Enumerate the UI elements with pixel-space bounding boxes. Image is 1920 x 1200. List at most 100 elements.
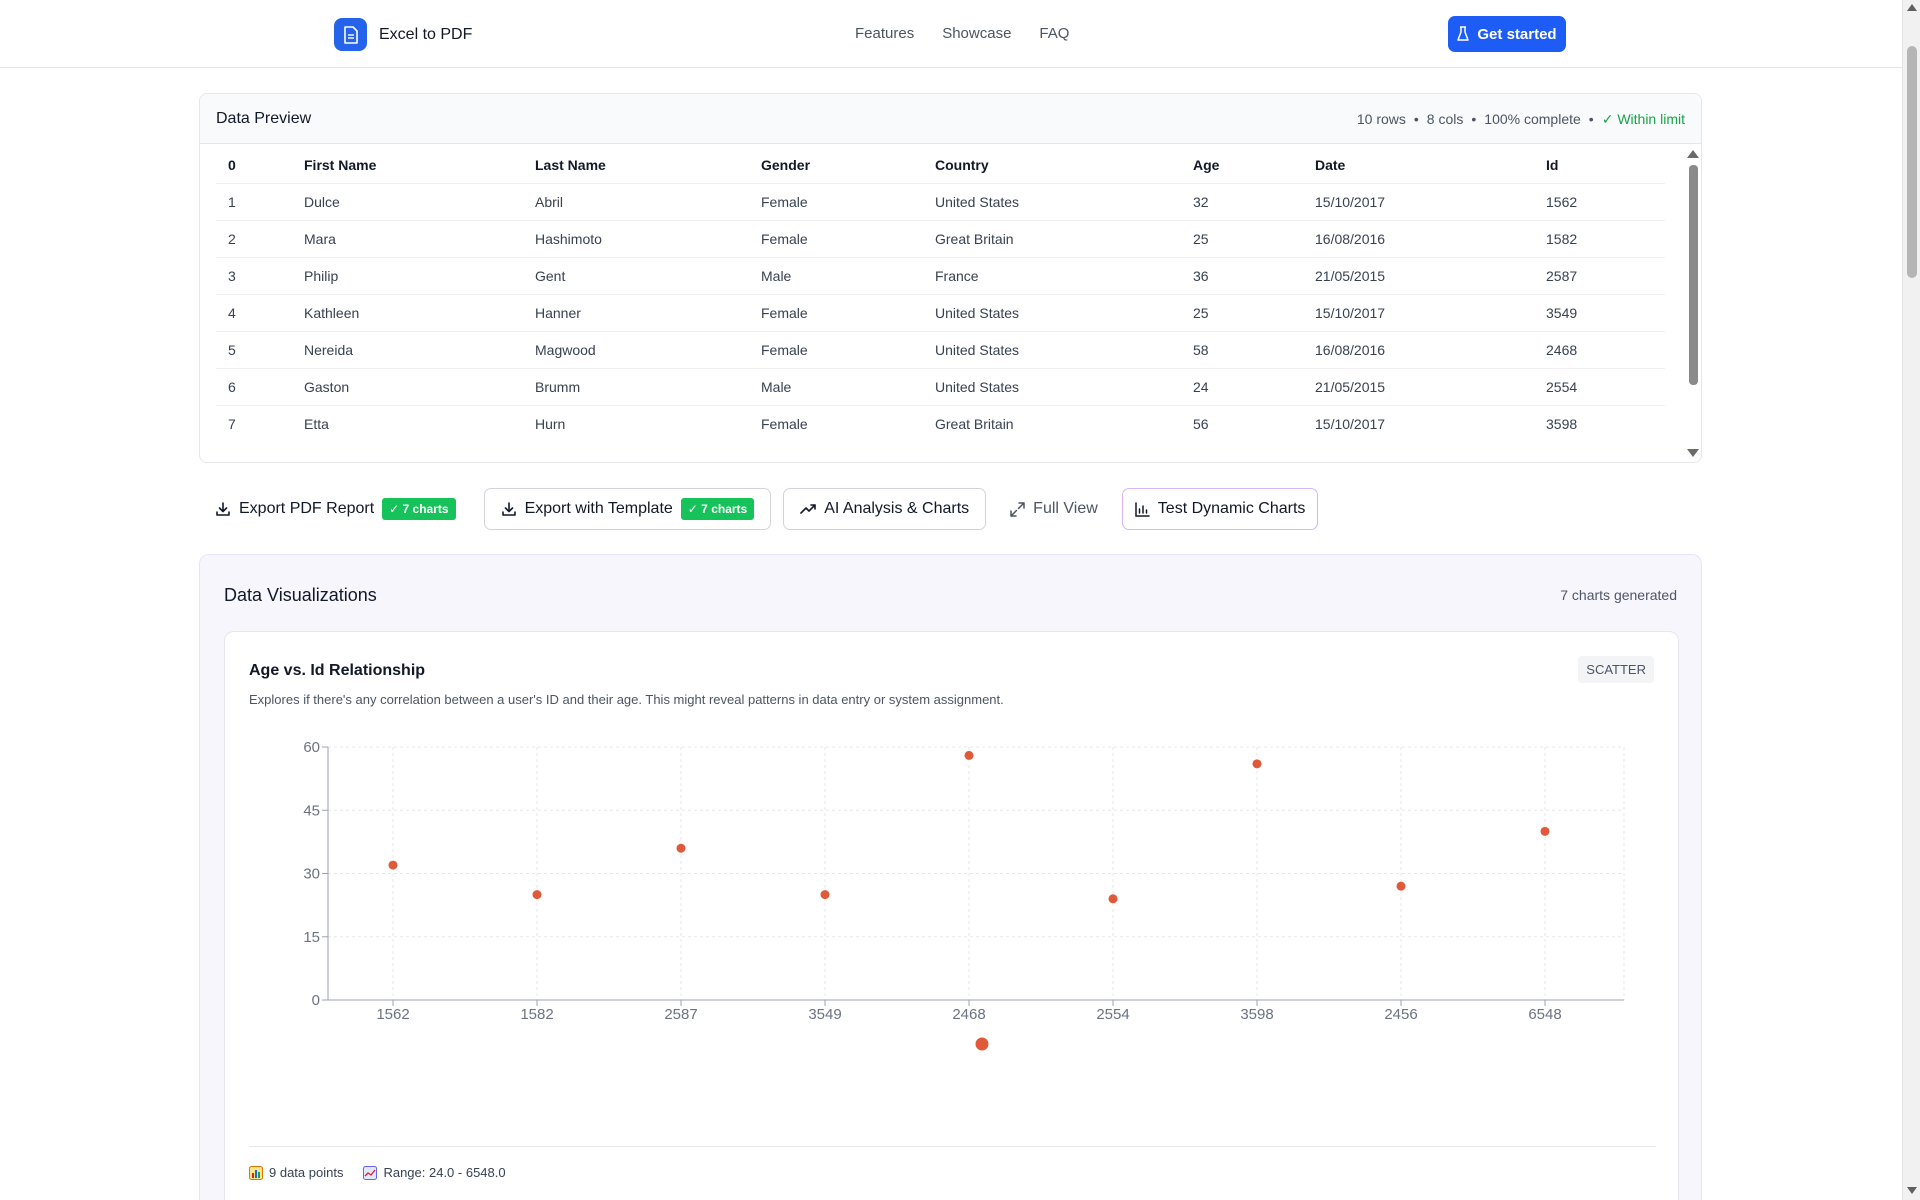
- visualizations-title: Data Visualizations: [224, 585, 377, 605]
- complete-status: 100% complete: [1484, 111, 1581, 127]
- table-scrollbar-thumb[interactable]: [1689, 165, 1698, 385]
- table-cell: Abril: [523, 182, 749, 220]
- table-cell: 2587: [1534, 256, 1665, 294]
- table-cell: 1: [216, 182, 292, 220]
- get-started-label: Get started: [1477, 25, 1557, 43]
- page-scrollbar[interactable]: [1902, 0, 1920, 1200]
- table-cell: Philip: [292, 256, 523, 294]
- table-row: 7 Etta Hurn Female Great Britain 56 15/10/2017…: [216, 404, 1665, 442]
- x-tick-label: 3549: [808, 1006, 841, 1023]
- chart-title: Age vs. Id Relationship: [249, 662, 426, 679]
- ai-analysis-label: AI Analysis & Charts: [824, 500, 970, 517]
- main-nav: Features Showcase FAQ: [855, 25, 1069, 42]
- meta-separator: •: [1588, 111, 1594, 127]
- export-pdf-button[interactable]: Export PDF Report ✓ 7 charts: [199, 488, 472, 530]
- table-cell: Kathleen: [292, 293, 523, 331]
- table-cell: 1562: [1534, 182, 1665, 220]
- full-view-button[interactable]: Full View: [998, 488, 1110, 530]
- table-cell: Female: [749, 182, 923, 220]
- column-header: Gender: [761, 157, 811, 173]
- table-cell: Gaston: [292, 367, 523, 405]
- column-header: Country: [935, 157, 989, 173]
- ai-analysis-button[interactable]: AI Analysis & Charts: [783, 488, 987, 530]
- table-cell: 3: [216, 256, 292, 294]
- table-cell: United States: [923, 367, 1181, 405]
- table-cell: 36: [1181, 256, 1303, 294]
- scatter-point: [1396, 881, 1406, 891]
- table-cell: United States: [923, 293, 1181, 331]
- range-stat: Range: 24.0 - 6548.0: [363, 1165, 506, 1180]
- export-template-button[interactable]: Export with Template ✓ 7 charts: [483, 488, 772, 530]
- table-cell: 16/08/2016: [1303, 330, 1534, 368]
- scroll-down-icon[interactable]: [1907, 1187, 1917, 1194]
- table-cell: United States: [923, 182, 1181, 220]
- table-cell: 2554: [1534, 367, 1665, 405]
- x-tick-label: 1562: [376, 1006, 409, 1023]
- charts-generated-count: 7 charts generated: [1560, 587, 1677, 603]
- nav-faq[interactable]: FAQ: [1039, 25, 1070, 42]
- scatter-point: [964, 750, 974, 760]
- test-dynamic-charts-label: Test Dynamic Charts: [1157, 500, 1306, 517]
- table-cell: 32: [1181, 182, 1303, 220]
- data-preview-header: Data Preview 10 rows • 8 cols • 100% com…: [200, 94, 1701, 144]
- y-tick-label: 60: [303, 739, 320, 756]
- limit-status: ✓ Within limit: [1601, 111, 1685, 127]
- test-dynamic-charts-button[interactable]: Test Dynamic Charts: [1121, 488, 1319, 530]
- bar-chart-icon: [1135, 501, 1150, 517]
- table-cell: 2468: [1534, 330, 1665, 368]
- chart-description: Explores if there's any correlation betw…: [249, 692, 1004, 707]
- scatter-point: [1108, 894, 1118, 904]
- charts-badge: ✓ 7 charts: [680, 498, 755, 520]
- table-cell: 15/10/2017: [1303, 293, 1534, 331]
- table-cell: Hashimoto: [523, 219, 749, 257]
- brand[interactable]: Excel to PDF: [334, 18, 472, 51]
- data-preview-card: Data Preview 10 rows • 8 cols • 100% com…: [199, 93, 1702, 463]
- scrollbar-thumb[interactable]: [1907, 46, 1917, 278]
- table-row: 4 Kathleen Hanner Female United States 25 15/1…: [216, 293, 1665, 331]
- column-header: 0: [228, 157, 236, 173]
- x-tick-label: 3598: [1240, 1006, 1273, 1023]
- range-label: Range: 24.0 - 6548.0: [383, 1165, 506, 1180]
- table-cell: 2: [216, 219, 292, 257]
- table-cell: Great Britain: [923, 219, 1181, 257]
- y-tick-label: 30: [303, 866, 320, 883]
- x-tick-label: 2587: [664, 1006, 697, 1023]
- table-scroll-down-icon[interactable]: [1687, 449, 1699, 457]
- table-scrollbar[interactable]: [1686, 147, 1700, 459]
- nav-showcase[interactable]: Showcase: [942, 25, 1012, 42]
- data-table-scroll[interactable]: 0 First Name Last Name Gender Country Ag…: [200, 145, 1680, 462]
- export-pdf-label: Export PDF Report: [239, 500, 375, 517]
- scatter-point: [388, 860, 398, 870]
- scatter-point: [1252, 759, 1262, 769]
- data-table: 0 First Name Last Name Gender Country Ag…: [216, 145, 1665, 442]
- table-cell: Female: [749, 330, 923, 368]
- x-tick-label: 6548: [1528, 1006, 1561, 1023]
- get-started-button[interactable]: Get started: [1448, 16, 1566, 52]
- expand-icon: [1010, 501, 1025, 517]
- top-header: Excel to PDF Features Showcase FAQ Get s…: [0, 0, 1902, 68]
- table-cell: Gent: [523, 256, 749, 294]
- table-cell: Nereida: [292, 330, 523, 368]
- table-cell: 1582: [1534, 219, 1665, 257]
- table-cell: 15/10/2017: [1303, 182, 1534, 220]
- column-header: First Name: [304, 157, 377, 173]
- scroll-up-icon[interactable]: [1907, 4, 1917, 11]
- chart-footer: 9 data points Range: 24.0 - 6548.0: [249, 1146, 1656, 1180]
- table-cell: 56: [1181, 404, 1303, 442]
- flask-icon: [1457, 26, 1470, 41]
- table-cell: 3598: [1534, 404, 1665, 442]
- column-header: Date: [1315, 157, 1346, 173]
- action-bar: Export PDF Report ✓ 7 charts Export with…: [199, 488, 1319, 530]
- table-cell: 4: [216, 293, 292, 331]
- chart-card: Age vs. Id Relationship Explores if ther…: [224, 631, 1679, 1200]
- export-template-label: Export with Template: [524, 500, 673, 517]
- table-cell: Magwood: [523, 330, 749, 368]
- table-cell: Hurn: [523, 404, 749, 442]
- data-preview-title: Data Preview: [216, 110, 312, 127]
- table-scroll-up-icon[interactable]: [1687, 150, 1699, 158]
- meta-separator: •: [1471, 111, 1477, 127]
- trending-up-icon: [800, 504, 817, 514]
- line-chart-icon: [363, 1165, 378, 1180]
- nav-features[interactable]: Features: [855, 25, 915, 42]
